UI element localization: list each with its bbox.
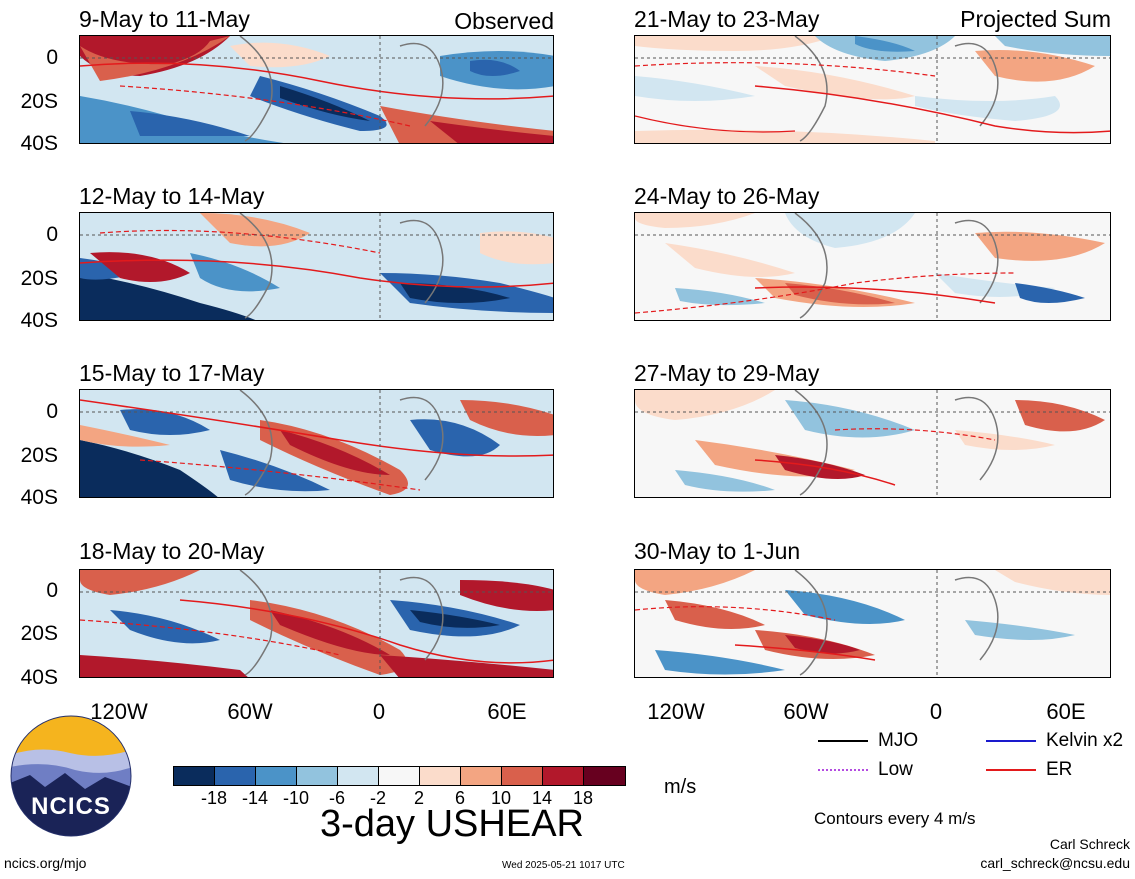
lat-label: 40S: [20, 309, 58, 332]
panel-title: 27-May to 29-May: [634, 360, 820, 386]
lat-label: 40S: [20, 666, 58, 689]
colorbar-box: [379, 767, 420, 785]
lat-label: 0: [46, 46, 58, 69]
lon-label: 0: [929, 699, 943, 724]
legend-line-kelvin: [986, 740, 1036, 742]
lon-label: 60E: [487, 699, 527, 724]
map-panel-6: [634, 212, 1111, 321]
map-panel-1: [79, 35, 554, 144]
map-panel-8: [634, 569, 1111, 678]
map-panel-4: [79, 569, 554, 678]
lon-label: 120W: [647, 699, 705, 724]
map-panel-2: [79, 212, 554, 321]
lat-label: 20S: [20, 622, 58, 645]
colorbar-tick: 14: [531, 788, 553, 808]
legend-item-kelvin: Kelvin x2: [986, 730, 1123, 752]
lat-label: 40S: [20, 132, 58, 155]
legend-label: Low: [878, 759, 913, 780]
colorbar: [173, 766, 626, 786]
colorbar-tick: -18: [200, 788, 227, 808]
panel-title: 9-May to 11-May: [79, 6, 250, 32]
lat-label: 20S: [20, 444, 58, 467]
lat-label: 0: [46, 400, 58, 423]
colorbar-tick: -6: [328, 788, 345, 808]
lat-label: 0: [46, 579, 58, 602]
colorbar-tick: 2: [413, 788, 424, 808]
colorbar-box: [297, 767, 338, 785]
colorbar-tick: -10: [282, 788, 309, 808]
colorbar-tick: 6: [454, 788, 465, 808]
legend-line-er: [986, 769, 1036, 771]
colorbar-box: [461, 767, 502, 785]
colorbar-box: [502, 767, 543, 785]
legend-item-low: Low: [818, 759, 913, 781]
colorbar-tick: 18: [572, 788, 594, 808]
colorbar-box: [215, 767, 256, 785]
colorbar-box: [338, 767, 379, 785]
map-panel-3: [79, 389, 554, 498]
lon-label: 0: [372, 699, 386, 724]
lat-label: 0: [46, 223, 58, 246]
colorbar-tick: -14: [241, 788, 268, 808]
units-label: m/s: [664, 776, 697, 798]
author-name: Carl Schreck: [1049, 836, 1130, 852]
colorbar-box: [256, 767, 297, 785]
lon-label: 60W: [783, 699, 829, 724]
colorbar-tick: 10: [490, 788, 512, 808]
lat-label: 40S: [20, 486, 58, 509]
map-panel-5: [634, 35, 1111, 144]
site-label: ncics.org/mjo: [4, 855, 87, 871]
lon-label: 60E: [1046, 699, 1086, 724]
panel-title: 30-May to 1-Jun: [634, 538, 801, 564]
legend-line-low: [818, 769, 868, 771]
colorbar-box: [543, 767, 584, 785]
legend-item-mjo: MJO: [818, 730, 918, 752]
panel-title: 24-May to 26-May: [634, 183, 820, 209]
ncics-logo: NCICS: [10, 715, 132, 837]
map-panel-7: [634, 389, 1111, 498]
field-title: 3-day USHEAR: [320, 803, 584, 845]
contour-note: Contours every 4 m/s: [814, 809, 976, 828]
lon-label: 60W: [227, 699, 273, 724]
panel-title: 21-May to 23-May: [634, 6, 820, 32]
legend-item-er: ER: [986, 759, 1072, 781]
lon-label: 120W: [90, 699, 148, 724]
lat-label: 20S: [20, 90, 58, 113]
panel-title: 15-May to 17-May: [79, 360, 265, 386]
panel-title: 12-May to 14-May: [79, 183, 265, 209]
colorbar-tick: -2: [369, 788, 386, 808]
legend-label: Kelvin x2: [1046, 730, 1124, 751]
author-email: carl_schreck@ncsu.edu: [980, 855, 1130, 871]
colorbar-box: [174, 767, 215, 785]
legend-label: ER: [1046, 759, 1073, 780]
colorbar-box: [420, 767, 461, 785]
logo-text: NCICS: [31, 793, 111, 820]
column-label-projected: Projected Sum: [960, 6, 1111, 32]
column-label-observed: Observed: [454, 8, 554, 34]
panel-title: 18-May to 20-May: [79, 538, 265, 564]
legend-line-mjo: [818, 740, 868, 742]
legend-label: MJO: [878, 730, 919, 751]
timestamp: Wed 2025-05-21 1017 UTC: [502, 860, 625, 871]
colorbar-box: [584, 767, 625, 785]
lat-label: 20S: [20, 267, 58, 290]
